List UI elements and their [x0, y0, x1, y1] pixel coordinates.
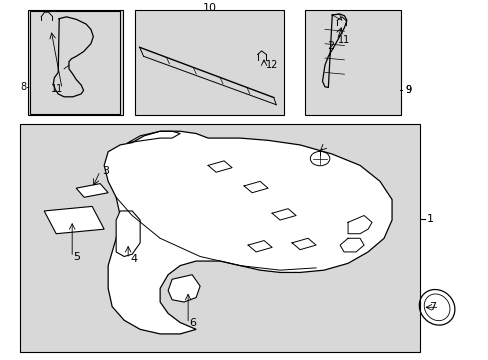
Bar	[30, 12, 120, 114]
Polygon shape	[168, 275, 200, 302]
Polygon shape	[76, 184, 108, 197]
Text: 4: 4	[130, 254, 138, 264]
Text: 8-: 8-	[20, 82, 30, 92]
Bar	[20, 125, 419, 352]
Text: 6: 6	[189, 319, 196, 328]
Text: 3: 3	[102, 166, 109, 176]
Text: 1: 1	[426, 215, 432, 224]
Text: 10: 10	[202, 3, 216, 13]
Text: 11: 11	[337, 35, 350, 45]
Bar	[135, 10, 283, 116]
Polygon shape	[104, 131, 391, 334]
Text: 5: 5	[74, 252, 81, 262]
Text: 9: 9	[405, 85, 411, 95]
Text: 2: 2	[327, 41, 334, 50]
Text: 11: 11	[51, 84, 63, 94]
Text: 12: 12	[265, 60, 277, 70]
Bar	[27, 10, 122, 116]
Polygon shape	[44, 206, 104, 234]
Text: 7: 7	[428, 302, 435, 312]
Bar	[305, 10, 400, 116]
Text: 9: 9	[405, 85, 411, 95]
Polygon shape	[116, 211, 140, 256]
